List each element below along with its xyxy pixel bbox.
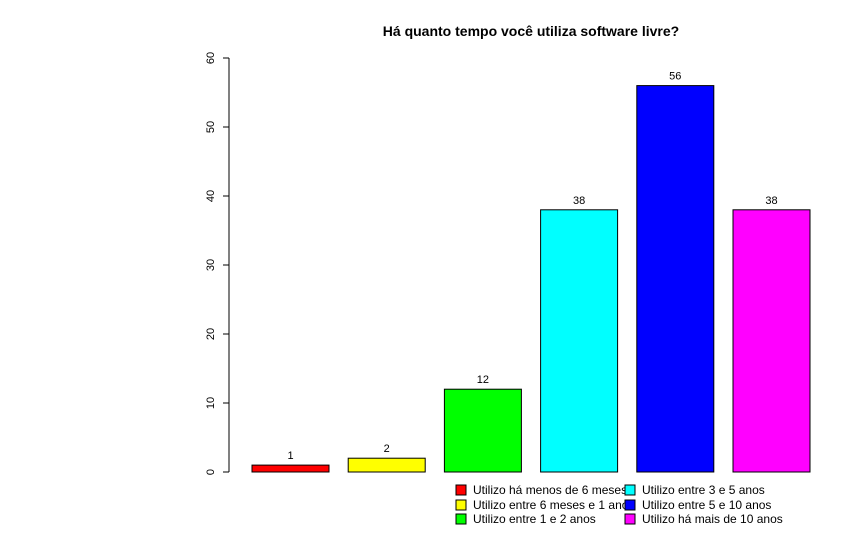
- bar: [347, 457, 426, 473]
- legend-label: Utilizo há mais de 10 anos: [642, 512, 783, 526]
- legend-swatch: [455, 499, 467, 511]
- data-label: 38: [573, 195, 585, 207]
- bar: [251, 464, 330, 473]
- data-label: 38: [765, 195, 777, 207]
- bars: [251, 85, 811, 473]
- data-label: 1: [287, 450, 293, 462]
- bar: [732, 209, 811, 473]
- bar: [540, 209, 619, 473]
- data-label: 2: [384, 443, 390, 455]
- y-axis: 0 10 20 30 40 50 60: [205, 52, 230, 475]
- legend-label: Utilizo entre 1 e 2 anos: [473, 512, 596, 526]
- legend-swatch: [624, 484, 636, 496]
- legend-label: Utilizo entre 3 e 5 anos: [642, 483, 765, 497]
- legend-swatch: [624, 513, 636, 525]
- y-tick-label: 30: [205, 259, 217, 271]
- legend-swatch: [455, 484, 467, 496]
- legend-swatch: [624, 499, 636, 511]
- bar: [636, 85, 715, 473]
- y-tick-label: 20: [205, 328, 217, 340]
- legend-label: Utilizo entre 6 meses e 1 ano: [473, 498, 629, 512]
- bar: [443, 388, 522, 473]
- y-tick-label: 10: [205, 397, 217, 409]
- chart-title: Há quanto tempo você utiliza software li…: [383, 23, 679, 39]
- legend-swatch: [455, 513, 467, 525]
- data-label: 12: [477, 374, 489, 386]
- y-tick-label: 60: [205, 52, 217, 64]
- data-label: 56: [669, 71, 681, 83]
- legend-label: Utilizo há menos de 6 meses: [473, 483, 627, 497]
- legend-label: Utilizo entre 5 e 10 anos: [642, 498, 771, 512]
- y-tick-label: 0: [205, 469, 217, 475]
- y-tick-label: 50: [205, 121, 217, 133]
- y-tick-label: 40: [205, 190, 217, 202]
